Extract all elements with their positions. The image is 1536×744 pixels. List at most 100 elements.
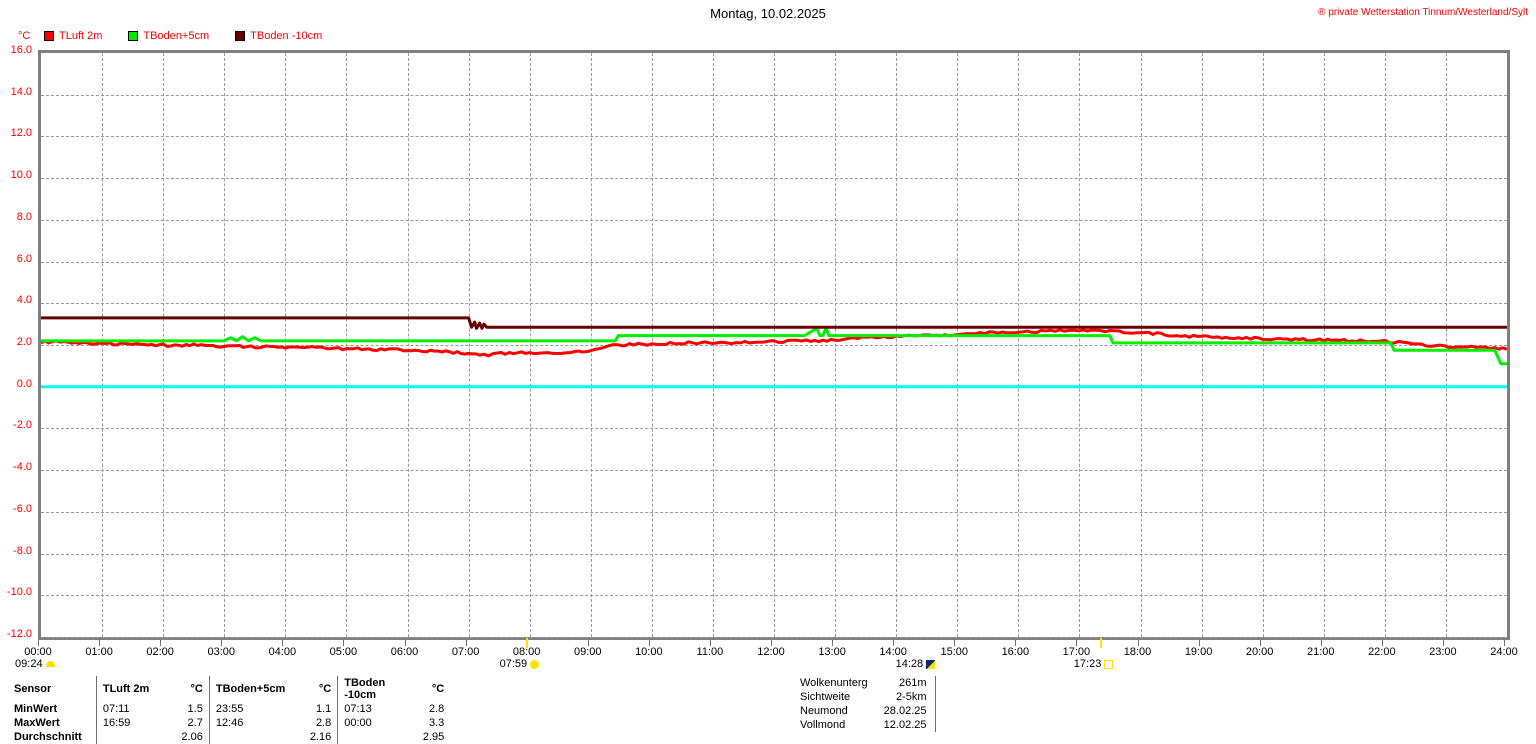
- stats-row-label: Durchschnitt: [14, 731, 82, 743]
- y-axis-tick-label: -8.0: [13, 544, 32, 557]
- stats-row-label: Sensor: [14, 683, 52, 695]
- grid-line-vertical: [1201, 53, 1203, 637]
- x-axis-tick-label: 19:00: [1184, 646, 1213, 658]
- x-axis-tick: [221, 640, 223, 646]
- stats-col-unit-0: °C: [190, 683, 203, 695]
- x-axis-tick-label: 08:00: [512, 646, 541, 658]
- square-swatch-icon: [235, 31, 246, 41]
- y-axis: 16.0 14.0 12.0 10.0 8.0 6.0 4.0 2.0 0.0 -2.0 -4.0 -…: [0, 44, 36, 640]
- y-axis-unit-label: °C: [18, 30, 31, 42]
- info-key: Vollmond: [800, 719, 846, 731]
- x-axis-tick-label: 07:00: [451, 646, 480, 658]
- max-value-1: 2.8: [315, 717, 332, 729]
- astronomy-markers: 09:24 07:59 14:28 17:23: [0, 638, 1536, 674]
- stats-col-name-0: TLuft 2m: [95, 676, 163, 702]
- grid-line-vertical: [407, 53, 409, 637]
- x-axis-tick: [771, 640, 772, 646]
- x-axis-tick-label: 05:00: [329, 646, 358, 658]
- x-axis-tick: [1198, 640, 1200, 646]
- info-row-wolkenunterg: Wolkenunterg 261m: [800, 676, 927, 690]
- marker-sunrise: 07:59: [500, 658, 540, 670]
- x-axis-tick: [587, 640, 589, 646]
- grid-line-vertical: [346, 53, 348, 637]
- x-axis-tick: [1076, 640, 1078, 646]
- y-axis-tick-label: -4.0: [13, 461, 32, 474]
- x-axis-tick: [343, 640, 345, 646]
- y-axis-tick-label: -2.0: [13, 419, 32, 432]
- table-row-max: MaxWert 16:59 2.7 12:46 2.8 00:00 3.3: [8, 716, 450, 730]
- grid-line-vertical: [102, 53, 104, 637]
- sunset-icon: [1104, 659, 1114, 669]
- y-axis-tick-label: -6.0: [13, 502, 32, 515]
- table-row-min: MinWert 07:11 1.5 23:55 1.1 07:13 2.8: [8, 702, 450, 716]
- stats-col-name-1: TBoden+5cm: [208, 676, 292, 702]
- x-axis-tick-label: 21:00: [1306, 646, 1335, 658]
- x-axis-tick: [1442, 640, 1444, 646]
- x-axis-tick: [1320, 640, 1322, 646]
- marker-time-label: 07:59: [499, 658, 528, 670]
- avg-time-1: [208, 730, 292, 744]
- info-key: Wolkenunterg: [800, 677, 868, 689]
- grid-line-horizontal: [41, 637, 1507, 638]
- x-axis-tick: [465, 640, 467, 646]
- marker-time-label: 09:24: [15, 658, 43, 670]
- min-value-1: 1.1: [315, 703, 332, 715]
- stats-col-unit-1: °C: [318, 683, 332, 695]
- x-axis: 00:00 01:00 02:00 03:00 04:00 05:00 06:00 07:00…: [24, 640, 1518, 660]
- x-axis-tick: [893, 640, 895, 646]
- x-axis-tick: [404, 640, 406, 646]
- info-row-vollmond: Vollmond 12.02.25: [800, 718, 927, 732]
- square-swatch-icon: [44, 31, 54, 41]
- grid-line-vertical: [529, 53, 531, 637]
- info-value: 2-5km: [895, 691, 927, 703]
- legend-label: TLuft 2m: [59, 30, 103, 42]
- x-axis-tick-label: 20:00: [1245, 646, 1274, 658]
- avg-time-0: [95, 730, 163, 744]
- info-key: Sichtweite: [800, 691, 851, 703]
- x-axis-tick-label: 24:00: [1490, 646, 1518, 658]
- square-swatch-icon: [128, 31, 139, 41]
- table-row-avg: Durchschnitt 2.06 2.16 2.95: [8, 730, 450, 744]
- avg-value-1: 2.16: [309, 731, 332, 743]
- x-axis-tick-label: 14:00: [879, 646, 907, 658]
- avg-value-2: 2.95: [422, 731, 445, 743]
- max-value-2: 3.3: [428, 717, 445, 729]
- y-axis-tick-label: 0.0: [16, 377, 32, 390]
- x-axis-tick-label: 17:00: [1062, 646, 1091, 658]
- sunrise-icon: [530, 659, 540, 669]
- x-axis-tick: [954, 640, 956, 646]
- x-axis-tick-label: 04:00: [268, 646, 297, 658]
- x-axis-tick: [99, 640, 101, 646]
- legend-label: TBoden+5cm: [143, 30, 210, 42]
- x-axis-tick: [1259, 640, 1261, 646]
- y-axis-tick-label: 14.0: [10, 85, 32, 98]
- x-axis-tick: [282, 640, 284, 646]
- x-axis-tick-label: 16:00: [1001, 646, 1030, 658]
- grid-line-vertical: [835, 53, 837, 637]
- x-axis-tick: [1381, 640, 1383, 646]
- legend-label: TBoden -10cm: [250, 30, 323, 42]
- grid-line-vertical: [1262, 53, 1264, 637]
- x-axis-tick-label: 00:00: [24, 646, 52, 658]
- stats-col-name-2: TBoden -10cm: [337, 676, 405, 702]
- legend-item-tboden-minus10[interactable]: TBoden -10cm: [235, 30, 322, 42]
- info-value: 12.02.25: [883, 719, 927, 731]
- max-value-0: 2.7: [187, 717, 203, 729]
- legend-item-tboden-plus5[interactable]: TBoden+5cm: [128, 30, 209, 42]
- marker-time-label: 14:28: [895, 658, 924, 670]
- legend-item-tluft[interactable]: TLuft 2m: [44, 30, 102, 42]
- x-axis-tick-label: 09:00: [573, 646, 602, 658]
- y-axis-tick-label: 12.0: [10, 127, 32, 140]
- min-time-0: 07:11: [95, 702, 163, 716]
- stats-row-label: MinWert: [14, 703, 58, 715]
- marker-moonrise: 14:28: [896, 658, 936, 670]
- marker-sunset: 17:23: [1074, 658, 1114, 670]
- y-axis-tick-label: 6.0: [16, 252, 32, 265]
- max-time-0: 16:59: [95, 716, 163, 730]
- statistics-table: Sensor TLuft 2m °C TBoden+5cm °C TBoden …: [8, 676, 450, 744]
- x-axis-tick-label: 02:00: [146, 646, 174, 658]
- series-line-tboden-5cm: [41, 326, 1507, 366]
- series-line-tboden-10cm: [41, 316, 1507, 330]
- grid-line-vertical: [1140, 53, 1142, 637]
- axis-sun-tick: [1099, 638, 1102, 648]
